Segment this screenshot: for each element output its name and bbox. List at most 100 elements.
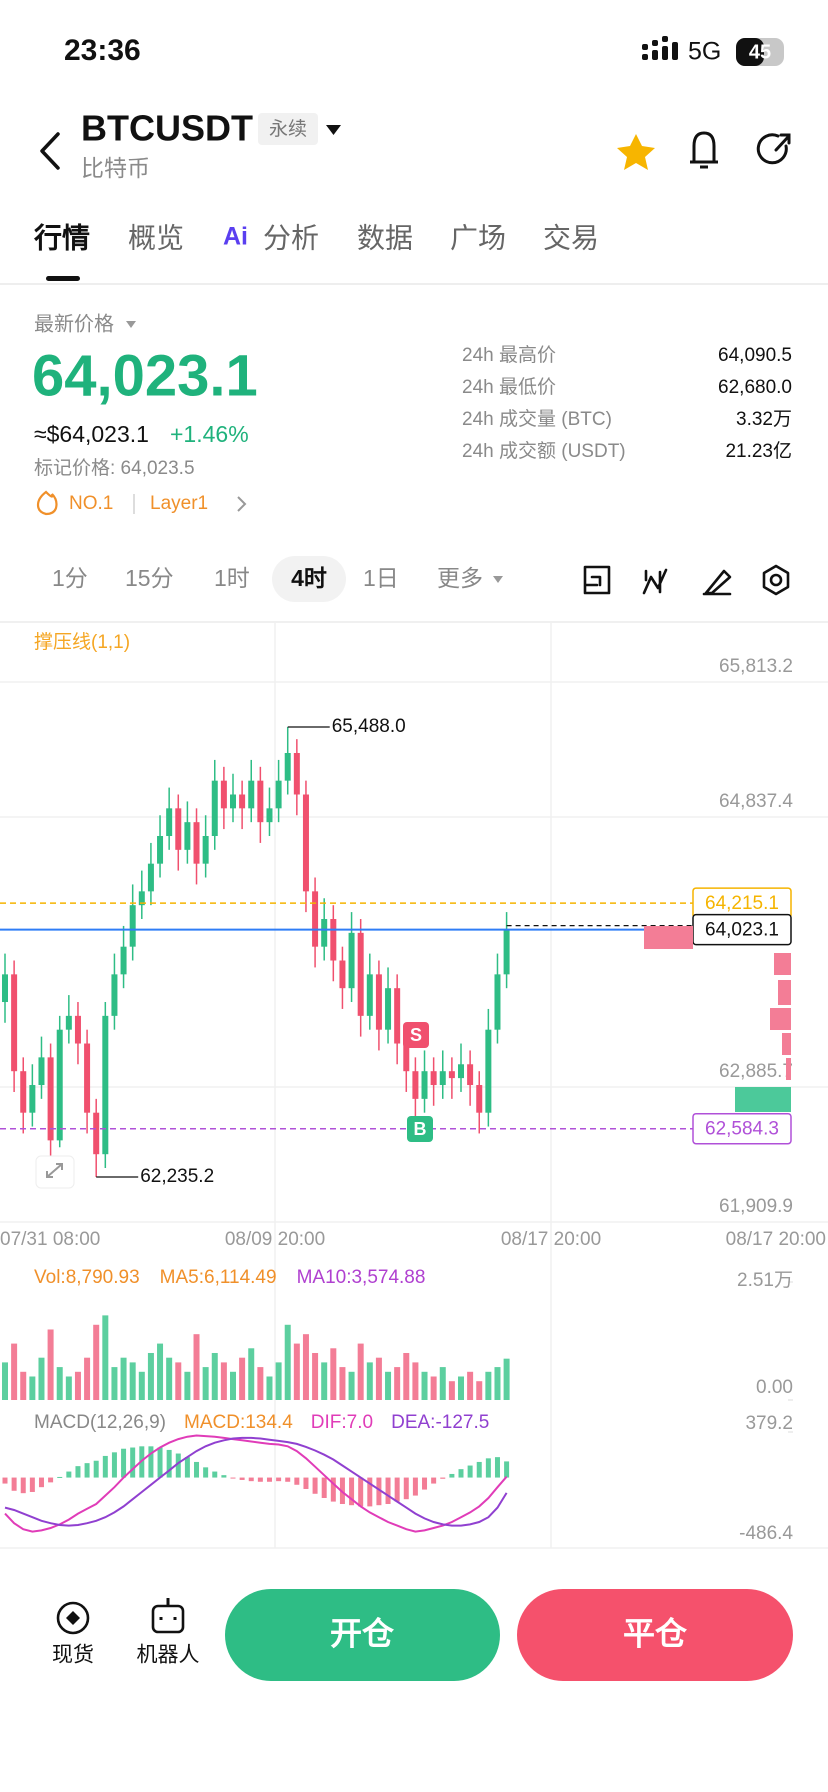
interval[interactable]: 更多 [437,565,483,591]
candle-body [157,836,164,864]
extreme-marker-label: 62,235.2 [140,1166,214,1187]
tab[interactable]: 行情 [33,221,90,253]
bot-icon[interactable] [151,1604,185,1634]
candle-body [202,836,209,864]
macd-bar [412,1477,418,1496]
candle-body [65,1015,72,1030]
volume-chart: Vol:8,790.93 MA5:6,114.49 MA10:3,574.88 2.5… [2,1267,793,1401]
rank[interactable]: NO.1 [69,493,113,514]
interval[interactable]: 1分 [52,565,88,591]
macd-chart: MACD(12,26,9) MACD:134.4 DIF:7.0 DEA:-127.5… [2,1412,793,1544]
x-axis: 07/31 08:00 08/09 20:00 08/17 20:00 08/17 2… [0,1229,826,1250]
back-button[interactable] [40,132,60,170]
volume-bar [448,1381,455,1400]
interval[interactable]: 1日 [363,565,399,591]
macd-legend: DIF:7.0 [311,1412,373,1433]
open-button[interactable] [225,1589,500,1681]
macd-bar [102,1455,108,1478]
volume-bar [312,1352,319,1400]
candle-body [84,1043,91,1113]
x-tick-label: 08/09 20:00 [225,1229,325,1250]
macd-bar [458,1469,464,1478]
tab[interactable]: 分析 [263,222,319,253]
volume-legend: Vol:8,790.93 [34,1267,140,1288]
macd-legend: MACD(12,26,9) [34,1412,166,1433]
candle-body [412,1071,419,1099]
volume-bar [147,1352,154,1400]
volume-bar [385,1371,392,1400]
volume-bar [65,1376,72,1400]
mark-price: 标记价格: 64,023.5 [34,457,195,479]
price-label[interactable]: 最新价格 [34,312,114,335]
tab[interactable]: 概览 [128,222,184,253]
macd-bar [57,1476,63,1478]
volume-bar [120,1357,127,1400]
macd-bar [504,1461,510,1478]
price-line-label: 62,584.3 [705,1119,779,1140]
macd-bar [194,1461,200,1478]
draw-icon[interactable] [702,569,732,596]
volume-bar [330,1348,337,1400]
macd-tick-label: 379.2 [745,1413,793,1434]
macd-bar [294,1477,300,1485]
alert-bell[interactable] [690,131,718,169]
expand-button[interactable] [35,1155,75,1189]
volume-bar [2,1362,8,1400]
candle-body [494,974,501,1030]
volume-bar [211,1352,218,1400]
volume-bar [439,1367,446,1400]
candle-body [93,1112,100,1155]
open-label[interactable]: 开仓 [330,1615,395,1651]
indicator-icon[interactable] [642,568,668,595]
volume-bar [84,1357,91,1400]
candle-body [138,891,145,906]
interval[interactable]: 1时 [214,565,250,591]
macd-bar [485,1458,491,1478]
candle-body [284,752,291,781]
volume-bar [257,1367,264,1400]
favorite-star[interactable] [617,134,655,170]
symbol[interactable]: BTCUSDT [81,108,253,149]
status-time: 23:36 [64,34,141,67]
symbol-dropdown[interactable] [326,125,341,135]
buy-marker[interactable]: B [414,1119,427,1139]
macd-bar [221,1475,227,1478]
depth-strip [644,926,791,1080]
volume-bar [175,1362,182,1400]
close-button[interactable] [517,1589,793,1681]
macd-bar [38,1477,44,1488]
volume-bar [102,1315,109,1400]
sell-marker[interactable]: S [410,1025,422,1045]
macd-bar [239,1477,245,1480]
tab-underline [46,276,80,281]
candle-body [56,1029,63,1141]
spot-label[interactable]: 现货 [52,1644,94,1667]
stat-value: 21.23亿 [725,440,792,462]
stat-label: 24h 成交量 (BTC) [462,408,612,430]
extreme-marker-label: 65,488.0 [332,716,406,737]
interval[interactable]: 15分 [125,565,174,591]
candle-body [129,905,136,947]
volume-bar [248,1348,255,1400]
interval[interactable]: 4时 [291,565,327,591]
volume-bar [458,1376,464,1400]
sector[interactable]: Layer1 [150,493,208,514]
volume-bar [38,1357,45,1400]
volume-bar [93,1324,100,1400]
candle-body [11,974,18,1072]
volume-bar [56,1367,63,1400]
close-label[interactable]: 平仓 [623,1615,688,1651]
bot-label[interactable]: 机器人 [137,1644,200,1667]
volume-bar [321,1362,328,1400]
candle-body [330,919,337,961]
share-button[interactable] [756,133,791,165]
spot-icon[interactable] [56,1601,90,1635]
stat-label: 24h 成交额 (USDT) [462,440,626,462]
tab[interactable]: 数据 [357,222,413,253]
tab[interactable]: 广场 [450,222,506,253]
settings-icon[interactable] [762,564,790,596]
chart-type-icon[interactable] [583,565,611,595]
more-dropdown [493,576,503,583]
tab[interactable]: 交易 [543,222,599,253]
volume-bar [421,1371,428,1400]
